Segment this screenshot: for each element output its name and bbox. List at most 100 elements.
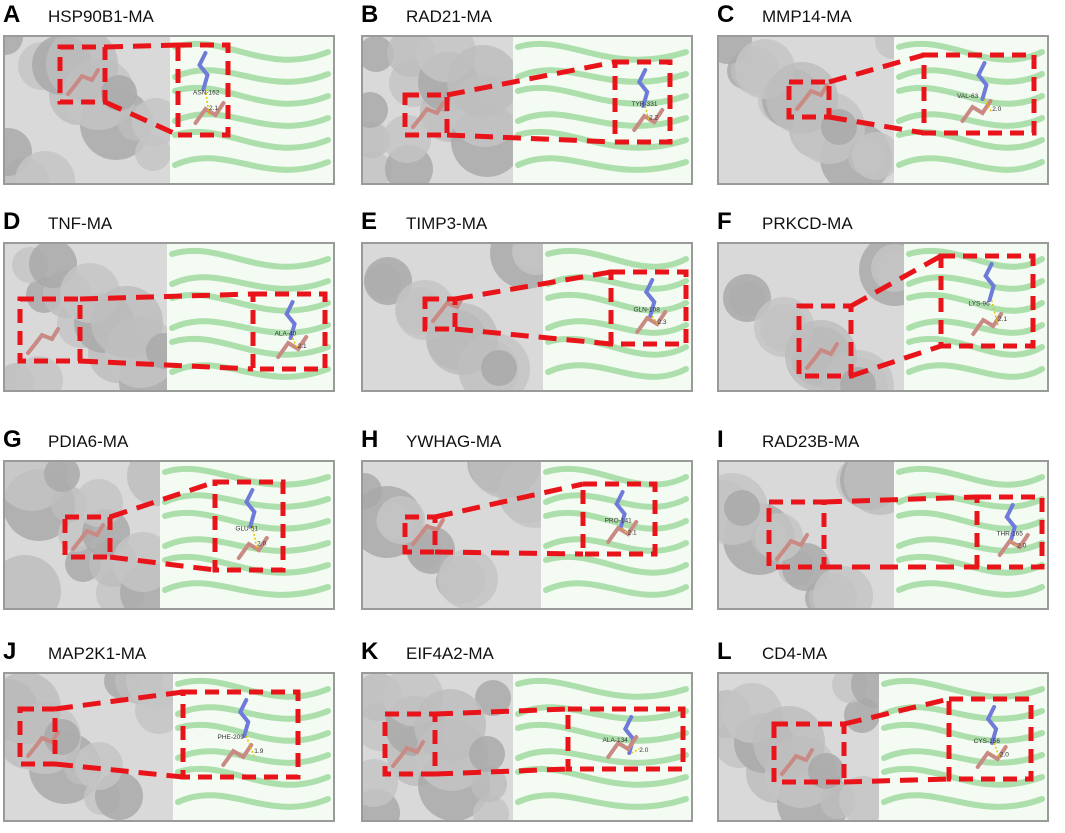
- residue-stick: [197, 51, 210, 91]
- ligand-stick: [635, 310, 668, 334]
- docking-svg: GLN-108 2.3: [363, 244, 691, 390]
- hydrogen-bond: [204, 88, 210, 116]
- panel-letter: J: [3, 638, 17, 665]
- docking-figure: THR-165 2.0: [717, 460, 1049, 610]
- docking-svg: ALA-134 2.0: [363, 674, 691, 820]
- residue-stick: [643, 278, 657, 318]
- panel-g: G PDIA6-MA GLU-51 2.0: [3, 426, 335, 613]
- panel-d: D TNF-MA ALA-40 2.1: [3, 208, 335, 395]
- panel-letter: D: [3, 208, 21, 235]
- protein-surface: [5, 37, 180, 183]
- panel-letter: F: [717, 208, 732, 235]
- bond-distance-label: 2.0: [1000, 752, 1009, 759]
- ligand-stick: [805, 342, 839, 370]
- panel-title: EIF4A2-MA: [406, 644, 494, 663]
- protein-surface: [719, 674, 899, 820]
- ligand-stick: [975, 745, 1008, 769]
- panel-j: J MAP2K1-MA PHE-209 1.9: [3, 638, 335, 825]
- protein-cartoon: [513, 674, 691, 820]
- highlight-boxes: [786, 52, 1037, 136]
- bond-distance-label: 2.1: [298, 343, 307, 350]
- residue-stick: [237, 698, 251, 738]
- ligand-stick: [276, 335, 309, 359]
- protein-cartoon: [173, 674, 333, 820]
- panel-h: H YWHAG-MA PRO-141 2.1: [361, 428, 693, 613]
- residue-label: PRO-141: [605, 518, 632, 525]
- protein-cartoon: [170, 37, 333, 183]
- protein-cartoon: [543, 244, 691, 390]
- docking-figure: TYR-331 2.2: [361, 35, 693, 185]
- bond-distance-label: 2.0: [639, 747, 648, 754]
- docking-figure: LYS-96 2.1: [717, 242, 1049, 392]
- protein-surface: [363, 244, 562, 390]
- hydrogen-bond: [993, 742, 1001, 760]
- panel-letter: B: [361, 1, 379, 28]
- ligand-stick: [411, 101, 445, 129]
- ligand-stick: [71, 523, 105, 551]
- hydrogen-bond: [644, 105, 650, 123]
- panel-title: RAD21-MA: [406, 7, 492, 26]
- highlight-boxes: [57, 42, 231, 138]
- docking-svg: LYS-96 2.1: [719, 244, 1047, 390]
- residue-stick: [284, 300, 297, 340]
- docking-svg: PHE-209 1.9: [5, 674, 333, 820]
- ligand-stick: [26, 327, 60, 355]
- hydrogen-bond: [630, 748, 640, 754]
- ligand-stick: [193, 101, 226, 125]
- panel-l: L CD4-MA CYS-156 2.0: [717, 638, 1049, 825]
- panel-title: MAP2K1-MA: [48, 644, 147, 663]
- docking-svg: TYR-331 2.2: [363, 37, 691, 183]
- residue-stick: [983, 262, 996, 302]
- residue-stick: [976, 61, 989, 101]
- docking-svg: THR-165 2.0: [719, 462, 1047, 608]
- panel-letter: I: [717, 426, 724, 453]
- residue-label: ASN-162: [193, 90, 220, 97]
- panel-title: RAD23B-MA: [762, 432, 860, 451]
- ligand-stick: [221, 743, 254, 767]
- highlight-boxes: [422, 269, 689, 347]
- ligand-stick: [775, 533, 809, 561]
- highlight-boxes: [766, 494, 1045, 570]
- panel-letter: G: [3, 426, 22, 453]
- docking-figure: CYS-156 2.0: [717, 672, 1049, 822]
- protein-surface: [363, 674, 513, 820]
- ligand-stick: [960, 99, 993, 123]
- panel-i: I RAD23B-MA THR-165 2.0: [717, 426, 1049, 613]
- residue-label: PHE-209: [218, 734, 245, 741]
- panel-title: TIMP3-MA: [406, 214, 488, 233]
- hydrogen-bond: [1012, 540, 1018, 548]
- ligand-stick: [26, 730, 60, 758]
- panel-e: E TIMP3-MA GLN-108 2.3: [361, 210, 693, 395]
- ligand-stick: [997, 533, 1030, 557]
- bond-distance-label: 2.0: [992, 106, 1001, 113]
- docking-figure: GLU-51 2.0: [3, 460, 335, 610]
- panel-letter: K: [361, 638, 379, 665]
- residue-label: LYS-96: [969, 301, 991, 308]
- docking-figure: GLN-108 2.3: [361, 242, 693, 392]
- ligand-stick: [431, 295, 465, 323]
- docking-svg: CYS-156 2.0: [719, 674, 1047, 820]
- residue-label: VAL-63: [957, 93, 979, 100]
- docking-svg: ALA-402.1: [5, 244, 333, 390]
- panel-title: PRKCD-MA: [762, 214, 853, 233]
- residue-stick: [636, 68, 650, 108]
- ligand-stick: [795, 83, 829, 111]
- ligand-stick: [66, 68, 100, 96]
- docking-svg: VAL-63 2.0: [719, 37, 1047, 183]
- hydrogen-bond: [990, 299, 999, 327]
- protein-cartoon: [894, 462, 1047, 608]
- ligand-stick: [411, 518, 445, 546]
- panel-letter: L: [717, 638, 732, 665]
- residue-label: ALA-134: [603, 737, 629, 744]
- bond-distance-label: 2.3: [658, 319, 667, 326]
- residue-stick: [1004, 503, 1017, 543]
- ligand-stick: [391, 740, 425, 768]
- panel-title: MMP14-MA: [762, 7, 852, 26]
- panel-f: F PRKCD-MA LYS-96 2.1: [717, 208, 1049, 395]
- ligand-stick: [236, 536, 269, 560]
- residue-stick: [985, 705, 999, 745]
- bond-distance-label: 2.0: [257, 540, 266, 547]
- residue-stick: [244, 488, 257, 528]
- protein-cartoon: [160, 462, 333, 608]
- ligand-stick: [606, 520, 639, 544]
